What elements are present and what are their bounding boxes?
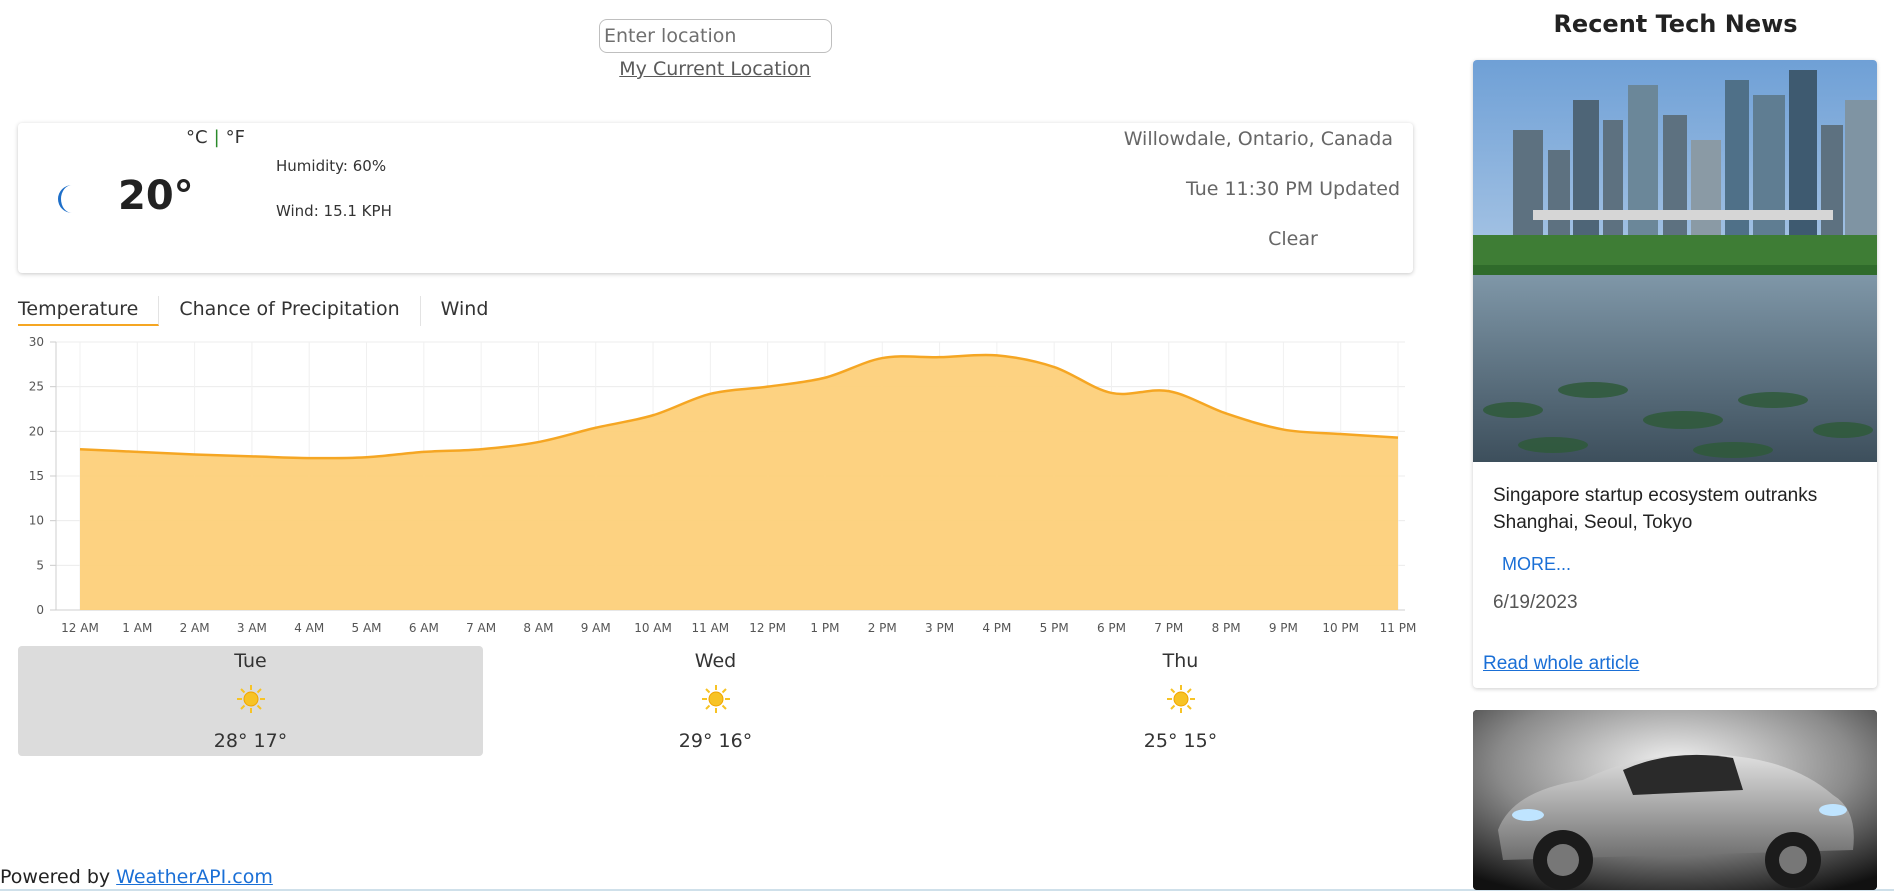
- sports-car-image: [1473, 710, 1877, 890]
- temperature-area: [80, 354, 1398, 610]
- forecast-day-name: Tue: [234, 650, 267, 672]
- location-search-input[interactable]: [599, 19, 832, 53]
- forecast-day-name: Wed: [694, 650, 737, 672]
- x-tick-label: 2 PM: [868, 621, 897, 635]
- y-tick-label: 30: [29, 335, 44, 349]
- y-tick-label: 20: [29, 424, 44, 438]
- updated-time: Tue 11:30 PM Updated: [1185, 178, 1401, 200]
- y-tick-label: 5: [36, 558, 44, 572]
- weatherapi-link[interactable]: WeatherAPI.com: [116, 866, 273, 888]
- x-tick-label: 2 AM: [180, 621, 210, 635]
- wind-text: Wind: 15.1 KPH: [276, 202, 392, 220]
- sun-icon: [701, 685, 730, 713]
- humidity-text: Humidity: 60%: [276, 157, 387, 175]
- bottom-divider: [0, 889, 1894, 891]
- y-tick-label: 0: [36, 603, 44, 617]
- x-tick-label: 8 PM: [1212, 621, 1241, 635]
- x-tick-label: 12 AM: [61, 621, 99, 635]
- x-tick-label: 9 AM: [581, 621, 611, 635]
- x-tick-label: 4 AM: [294, 621, 324, 635]
- news-date: 6/19/2023: [1493, 592, 1578, 613]
- x-tick-label: 6 AM: [409, 621, 439, 635]
- forecast-day-thu[interactable]: Thu 25° 15°: [948, 646, 1413, 756]
- sun-icon: [236, 685, 265, 713]
- weather-condition: Clear: [1268, 228, 1318, 250]
- fahrenheit-toggle[interactable]: °F: [225, 127, 246, 148]
- news-card: [1473, 710, 1877, 890]
- x-tick-label: 9 PM: [1269, 621, 1298, 635]
- forecast-temps: 29° 16°: [678, 730, 753, 752]
- x-tick-label: 11 PM: [1380, 621, 1417, 635]
- unit-toggle: °C | °F: [186, 127, 245, 148]
- tab-chance-of-precipitation[interactable]: Chance of Precipitation: [159, 296, 421, 326]
- temperature-line: [79, 353, 1399, 460]
- x-tick-label: 1 AM: [122, 621, 152, 635]
- x-tick-label: 7 AM: [466, 621, 496, 635]
- footer-prefix: Powered by: [0, 866, 117, 888]
- celsius-toggle[interactable]: °C: [186, 127, 208, 148]
- current-temperature: 20°: [118, 173, 194, 219]
- city-skyline-image: [1473, 60, 1877, 462]
- x-tick-label: 4 PM: [982, 621, 1011, 635]
- x-tick-label: 11 AM: [692, 621, 730, 635]
- x-tick-label: 1 PM: [810, 621, 839, 635]
- x-tick-label: 3 AM: [237, 621, 267, 635]
- x-tick-label: 7 PM: [1154, 621, 1183, 635]
- chart-tabs: Temperature Chance of Precipitation Wind: [18, 296, 508, 326]
- y-tick-label: 15: [29, 469, 44, 483]
- forecast-day-wed[interactable]: Wed 29° 16°: [483, 646, 948, 756]
- location-name: Willowdale, Ontario, Canada: [1123, 128, 1393, 150]
- x-tick-label: 12 PM: [749, 621, 786, 635]
- x-tick-label: 10 AM: [634, 621, 672, 635]
- news-card: Singapore startup ecosystem outranks Sha…: [1473, 60, 1877, 688]
- x-tick-label: 5 AM: [352, 621, 382, 635]
- my-current-location-link[interactable]: My Current Location: [619, 58, 811, 80]
- x-tick-label: 8 AM: [523, 621, 553, 635]
- forecast-temps: 25° 15°: [1143, 730, 1218, 752]
- hourly-temperature-chart: 0 5 10 15 20 25 30 12 AM 1 AM 2 AM 3 AM 4 AM 5 AM 6 A…: [29, 335, 1417, 635]
- x-tick-label: 3 PM: [925, 621, 954, 635]
- y-tick-label: 10: [29, 514, 44, 528]
- sun-icon: [1166, 685, 1195, 713]
- news-more-button[interactable]: MORE...: [1502, 554, 1572, 574]
- forecast-day-name: Thu: [1162, 650, 1199, 672]
- footer: Powered by WeatherAPI.com: [0, 866, 273, 888]
- current-weather-card: 20° °C | °F Humidity: 60% Wind: 15.1 KPH W…: [18, 123, 1413, 273]
- news-title: Recent Tech News: [1553, 10, 1798, 38]
- tab-wind[interactable]: Wind: [440, 298, 489, 320]
- unit-separator: |: [213, 127, 220, 148]
- x-tick-label: 10 PM: [1322, 621, 1359, 635]
- x-tick-label: 6 PM: [1097, 621, 1126, 635]
- moon-icon: [58, 185, 72, 213]
- news-headline: Singapore startup ecosystem outranks Sha…: [1493, 485, 1818, 533]
- read-whole-article-link[interactable]: Read whole article: [1483, 653, 1640, 674]
- forecast-temps: 28° 17°: [213, 730, 288, 752]
- x-tick-label: 5 PM: [1040, 621, 1069, 635]
- forecast-day-tue[interactable]: Tue 28° 17°: [18, 646, 483, 756]
- tab-temperature[interactable]: Temperature: [18, 296, 160, 326]
- y-tick-label: 25: [29, 380, 44, 394]
